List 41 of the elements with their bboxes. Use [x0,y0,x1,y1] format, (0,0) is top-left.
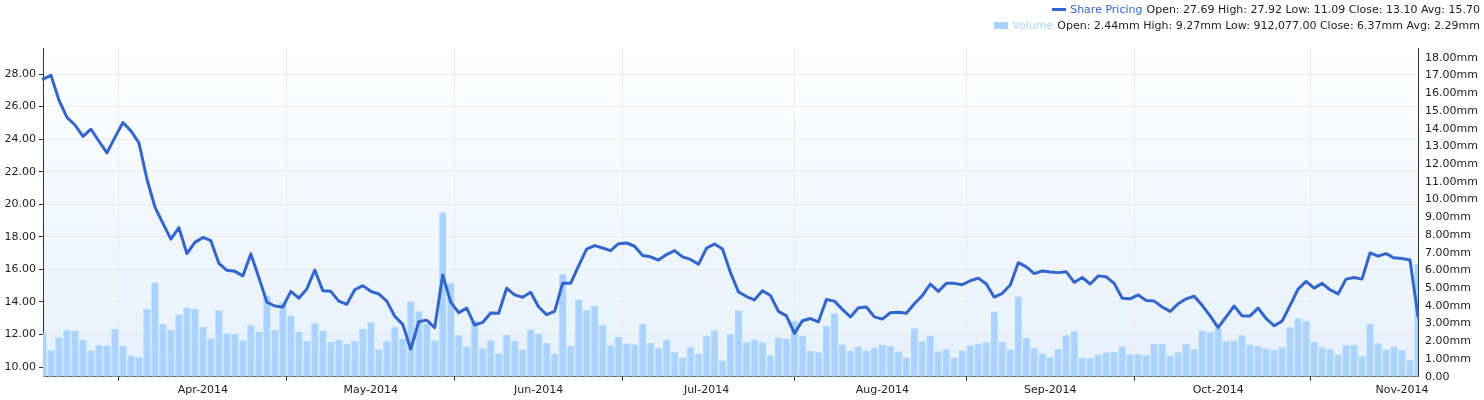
x-tick-label: Jun-2014 [513,383,564,397]
y2-tick-label: 1.00mm [1425,351,1471,365]
y-tick-label: 24.00 [4,132,36,146]
text: Open: 2.44mm High: 9.27mm Low: 912,077.00 Close: 6.37mm Avg: 2.29mm [1057,19,1480,32]
legend-label: Share Pricing [1070,3,1143,16]
y2-tick-label: 15.00mm [1425,103,1478,117]
y2-tick-label: 4.00mm [1425,298,1471,312]
y-tick-label: 14.00 [4,294,36,308]
y-tick-label: 16.00 [4,262,36,276]
y2-tick-label: 0.00 [1425,369,1450,383]
x-tick-label: Jul-2014 [682,383,730,397]
y2-tick-label: 9.00mm [1425,210,1471,224]
x-tick-label: Sep-2014 [1023,383,1077,397]
y2-tick-label: 8.00mm [1425,227,1471,241]
x-tick-label: Aug-2014 [855,383,910,397]
y2-tick-label: 18.00mm [1425,50,1478,64]
text: Open: 27.69 High: 27.92 Low: 11.09 Close: 13.10 Avg: 15.70 [1146,3,1480,16]
y2-tick-label: 2.00mm [1425,334,1471,348]
y-tick-label: 18.00 [4,229,36,243]
y2-tick-label: 16.00mm [1425,86,1478,100]
x-tick-label: Oct-2014 [1192,383,1244,397]
y2-tick-label: 7.00mm [1425,245,1471,259]
y-tick-label: 28.00 [4,66,36,80]
y-tick-label: 10.00 [4,359,36,373]
y2-tick-label: 11.00mm [1425,174,1478,188]
y2-tick-label: 14.00mm [1425,121,1478,135]
y2-tick-label: 10.00mm [1425,192,1478,206]
x-tick-label: Apr-2014 [177,383,229,397]
x-tick-label: May-2014 [343,383,399,397]
y2-tick-label: 3.00mm [1425,316,1471,330]
legend-label: Volume [1012,19,1054,32]
y2-tick-label: 12.00mm [1425,156,1478,170]
y-tick-label: 20.00 [4,197,36,211]
y2-tick-label: 5.00mm [1425,281,1471,295]
y2-tick-label: 13.00mm [1425,139,1478,153]
x-tick-label: Nov-2014 [1375,383,1429,397]
y2-tick-label: 17.00mm [1425,68,1478,82]
y2-tick-label: 6.00mm [1425,263,1471,277]
y-tick-label: 22.00 [4,164,36,178]
y-tick-label: 26.00 [4,99,36,113]
y-tick-label: 12.00 [4,327,36,341]
